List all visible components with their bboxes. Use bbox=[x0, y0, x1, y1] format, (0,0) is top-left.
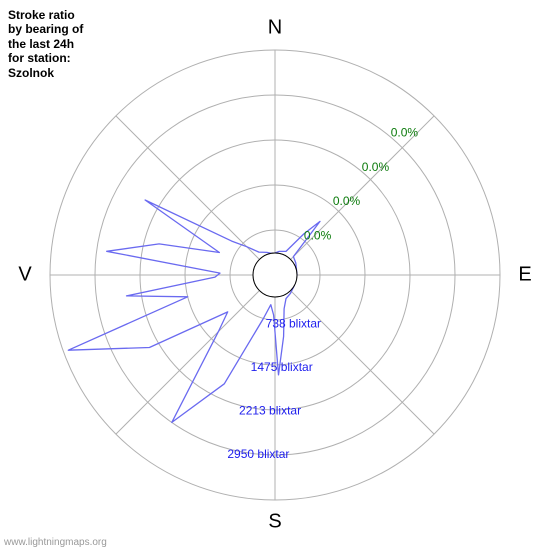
polar-chart: 0.0% 0.0% 0.0% 0.0% 738 blixtar 1475 blixtar 2… bbox=[0, 0, 550, 550]
grid-spoke bbox=[116, 116, 260, 260]
rose-polygon bbox=[68, 200, 320, 422]
ring-label-count: 738 blixtar bbox=[266, 317, 321, 331]
cardinal-label: V bbox=[18, 263, 32, 285]
ring-label-percent: 0.0% bbox=[362, 160, 390, 174]
cardinal-label: S bbox=[268, 510, 281, 532]
ring-label-percent: 0.0% bbox=[391, 125, 419, 139]
ring-label-count: 2950 blixtar bbox=[227, 447, 289, 461]
cardinal-label: E bbox=[518, 263, 531, 285]
ring-label-percent: 0.0% bbox=[304, 229, 332, 243]
cardinal-label: N bbox=[268, 16, 282, 38]
ring-label-count: 2213 blixtar bbox=[239, 404, 301, 418]
ring-label-percent: 0.0% bbox=[333, 194, 361, 208]
center-hole bbox=[253, 253, 297, 297]
ring-label-count: 1475 blixtar bbox=[251, 360, 313, 374]
